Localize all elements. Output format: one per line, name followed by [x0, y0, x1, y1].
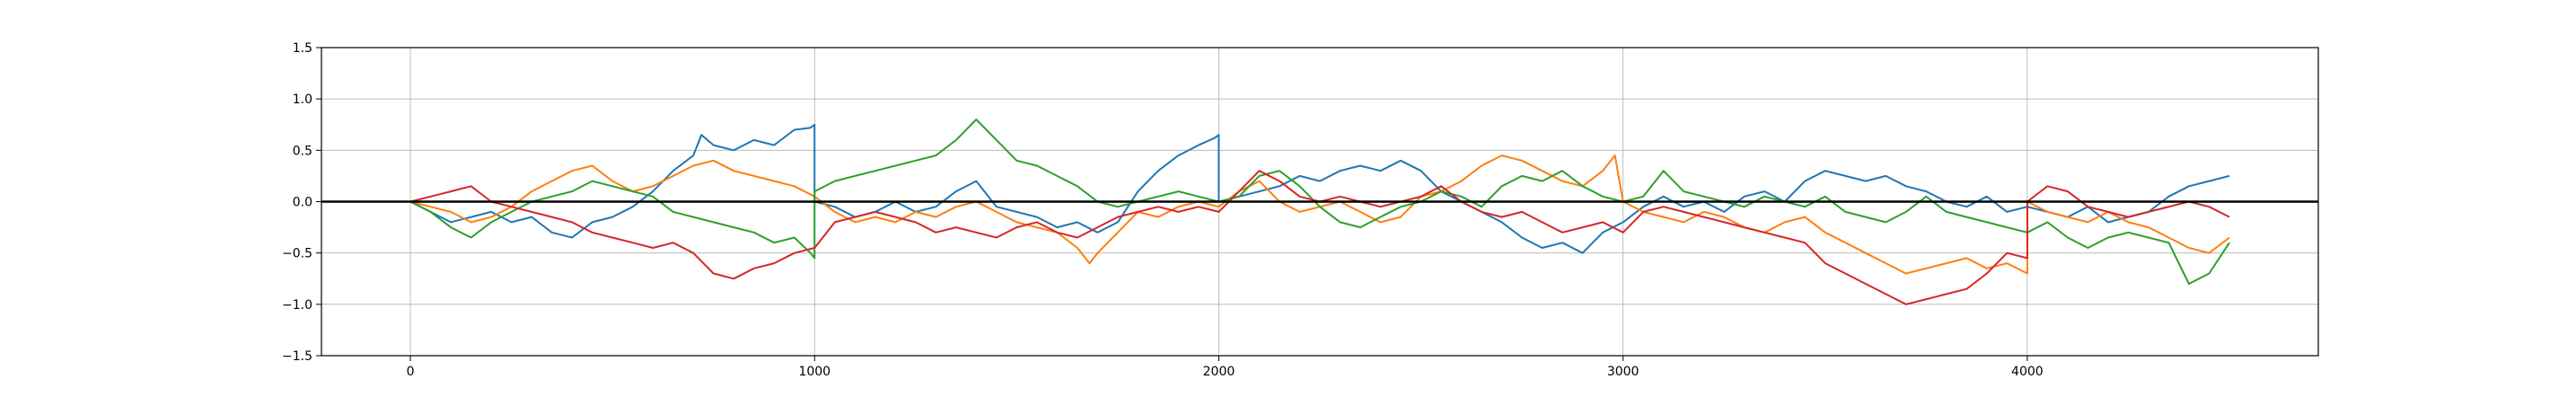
x-tick-label: 1000 [798, 365, 831, 379]
y-tick-label: 0.5 [293, 144, 312, 158]
x-tick-label: 0 [407, 365, 415, 379]
series-line-2 [409, 154, 2230, 275]
series-line-1 [409, 123, 2230, 254]
x-tick-label: 2000 [1203, 365, 1235, 379]
x-tick-label: 4000 [2011, 365, 2044, 379]
y-tick-label: −1.0 [282, 298, 312, 313]
x-tick-label: 3000 [1607, 365, 1640, 379]
y-tick-label: 1.0 [293, 93, 312, 107]
y-tick-label: 0.0 [293, 196, 312, 210]
y-tick-label: 1.5 [293, 41, 312, 56]
axis-ticks: 0 1000 2000 3000 4000 −1.5 −1.0 −0.5 0.0 0.5 1.0 1.… [282, 41, 2044, 379]
y-tick-label: −1.5 [282, 349, 312, 364]
series-line-4 [409, 170, 2230, 305]
y-tick-label: −0.5 [282, 247, 312, 261]
